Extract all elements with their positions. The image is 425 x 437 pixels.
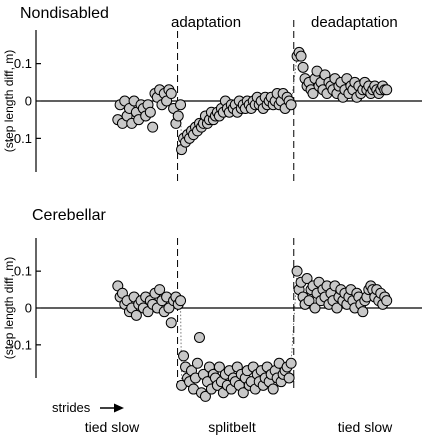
data-point bbox=[165, 317, 177, 329]
y-tick-label: -0.1 bbox=[10, 131, 32, 146]
data-point bbox=[175, 295, 187, 307]
phase-label-adaptation: adaptation bbox=[171, 14, 241, 31]
data-point bbox=[307, 88, 319, 100]
phase-connector bbox=[180, 300, 182, 386]
data-point bbox=[154, 284, 166, 296]
data-point bbox=[175, 99, 187, 111]
data-point bbox=[285, 357, 297, 369]
data-point bbox=[357, 306, 369, 318]
y-tick-label: 0 bbox=[25, 94, 32, 109]
y-axis-label: (step length diff, m) bbox=[2, 257, 16, 360]
y-tick-label: 0.1 bbox=[14, 56, 32, 71]
data-point bbox=[303, 295, 315, 307]
bottom-label-splitbelt: splitbelt bbox=[208, 419, 256, 435]
data-point bbox=[381, 295, 393, 307]
y-tick-label: -0.1 bbox=[10, 337, 32, 352]
data-point bbox=[381, 84, 393, 96]
data-point bbox=[283, 372, 295, 384]
phase-label-deadaptation: deadaptation bbox=[311, 14, 398, 31]
data-point bbox=[297, 61, 309, 73]
data-point bbox=[291, 265, 303, 277]
data-point bbox=[267, 383, 279, 395]
data-point bbox=[199, 390, 211, 402]
data-point bbox=[309, 302, 321, 314]
data-point bbox=[191, 357, 203, 369]
data-point bbox=[285, 99, 297, 111]
data-point bbox=[178, 350, 190, 362]
data-point bbox=[165, 88, 177, 100]
data-point bbox=[295, 50, 307, 62]
panel-title: Nondisabled bbox=[20, 5, 109, 22]
bottom-label-tied-slow-1: tied slow bbox=[85, 419, 140, 435]
bottom-label-tied-slow-2: tied slow bbox=[338, 419, 393, 435]
phase-connector bbox=[290, 271, 298, 364]
panel-title: Cerebellar bbox=[32, 207, 106, 224]
y-axis-label: (step length diff, m) bbox=[2, 50, 16, 153]
data-point bbox=[144, 106, 156, 118]
data-point bbox=[130, 309, 142, 321]
strides-label: strides bbox=[52, 400, 91, 415]
data-point bbox=[301, 273, 313, 285]
data-point bbox=[193, 331, 205, 343]
data-point bbox=[331, 302, 343, 314]
data-point bbox=[213, 361, 225, 373]
data-point bbox=[172, 110, 184, 122]
y-tick-label: 0.1 bbox=[14, 264, 32, 279]
strides-arrow-head bbox=[114, 403, 124, 413]
data-point bbox=[147, 121, 159, 133]
data-point bbox=[237, 387, 249, 399]
y-tick-label: 0 bbox=[25, 301, 32, 316]
